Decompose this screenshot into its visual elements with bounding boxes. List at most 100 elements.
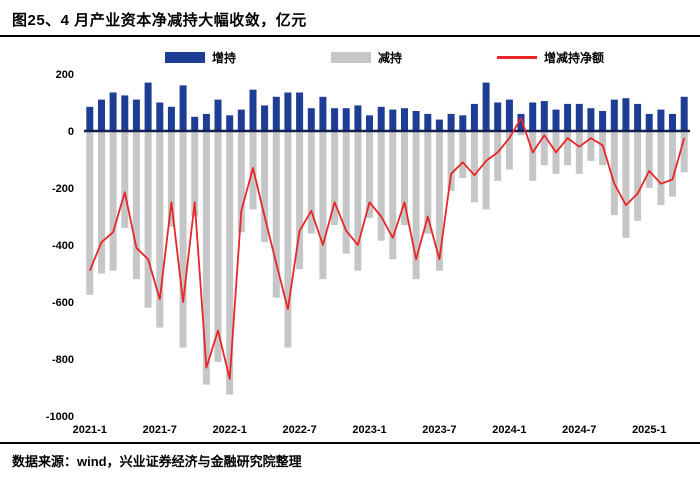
decrease-bar <box>354 131 362 271</box>
y-tick-label: -1000 <box>46 411 74 423</box>
increase-bar <box>680 96 688 131</box>
decrease-bar <box>459 131 467 178</box>
increase-bar <box>564 103 572 131</box>
decrease-bar <box>179 131 187 348</box>
legend-label-increase: 增持 <box>212 51 237 65</box>
decrease-bar <box>575 131 583 174</box>
decrease-bar <box>86 131 94 295</box>
increase-bars <box>86 82 688 132</box>
decrease-bar <box>657 131 665 206</box>
decrease-bar <box>377 131 385 241</box>
increase-bar <box>144 82 152 132</box>
decrease-bar <box>191 131 199 217</box>
x-tick-label: 2025-1 <box>632 424 666 436</box>
increase-bar <box>575 103 583 131</box>
increase-bar <box>366 115 373 131</box>
increase-bar <box>191 116 199 132</box>
increase-bar <box>412 111 420 131</box>
increase-bar <box>319 96 327 131</box>
decrease-bar <box>144 131 152 308</box>
legend-item-net: 增减持净额 <box>497 49 604 66</box>
increase-bar <box>529 102 537 131</box>
y-tick-label: -600 <box>52 297 74 309</box>
decrease-bar <box>587 131 595 161</box>
increase-bar <box>249 89 257 131</box>
increase-bar <box>214 99 222 131</box>
decrease-bar <box>447 131 455 191</box>
increase-bar <box>226 115 234 131</box>
decrease-bar <box>261 131 269 243</box>
decrease-bar <box>505 131 513 170</box>
increase-bar <box>552 109 560 131</box>
legend-label-decrease: 减持 <box>378 51 403 65</box>
decrease-bar <box>167 131 175 227</box>
decrease-bar <box>319 131 327 280</box>
increase-bar <box>517 113 525 131</box>
decrease-bar <box>389 131 397 260</box>
net-line <box>88 117 686 380</box>
y-tick-label: -400 <box>52 240 74 252</box>
increase-bar <box>86 106 94 131</box>
legend-swatch-net-line <box>497 56 538 59</box>
legend-label-net: 增减持净额 <box>544 51 605 65</box>
decrease-bar <box>272 131 280 298</box>
increase-bar <box>634 103 642 131</box>
decrease-bar <box>307 131 315 234</box>
legend-item-decrease: 减持 <box>331 49 402 66</box>
increase-bar <box>401 108 408 131</box>
decrease-bar <box>202 131 210 385</box>
increase-bar <box>459 115 467 131</box>
decrease-bar <box>634 131 642 221</box>
increase-bar <box>237 109 245 131</box>
x-tick-label: 2021-1 <box>73 424 107 436</box>
increase-bar <box>342 108 350 131</box>
decrease-bar <box>214 131 222 362</box>
increase-bar <box>98 99 105 131</box>
increase-bar <box>599 111 607 131</box>
data-source: 数据来源：wind，兴业证券经济与金融研究院整理 <box>12 454 302 469</box>
decrease-bar <box>494 131 502 181</box>
increase-bar <box>272 96 280 131</box>
increase-bar <box>435 119 443 131</box>
decrease-bar <box>226 131 234 395</box>
y-tick-label: -800 <box>52 354 74 366</box>
x-tick-label: 2024-1 <box>492 424 526 436</box>
decrease-bar <box>645 131 653 188</box>
x-tick-label: 2021-7 <box>143 424 177 436</box>
x-tick-label: 2022-7 <box>282 424 316 436</box>
increase-bar <box>505 99 513 131</box>
decrease-bar <box>412 131 420 280</box>
decrease-bar <box>564 131 572 166</box>
decrease-bar <box>237 131 245 233</box>
report-figure: 图25、4 月产业资本净减持大幅收敛，亿元 增持 减持 增减持净额 200 0 -2… <box>0 12 700 469</box>
decrease-bar <box>109 131 117 271</box>
decrease-bar <box>296 131 304 270</box>
increase-bar <box>447 113 455 131</box>
increase-bar <box>645 113 653 131</box>
increase-bar <box>167 106 175 131</box>
decrease-bar <box>540 131 548 166</box>
x-tick-label: 2024-7 <box>562 424 596 436</box>
increase-bar <box>657 109 665 131</box>
y-tick-label: 200 <box>56 69 74 81</box>
decrease-bar <box>132 131 140 280</box>
legend-swatch-increase <box>165 52 205 63</box>
legend-swatch-decrease <box>331 52 372 63</box>
increase-bar <box>109 92 117 131</box>
increase-bar <box>202 113 210 131</box>
decrease-bar <box>424 131 432 234</box>
increase-bar <box>622 98 630 131</box>
decrease-bar <box>366 131 373 218</box>
decrease-bar <box>482 131 490 210</box>
decrease-bar <box>121 131 129 228</box>
decrease-bar <box>517 131 525 136</box>
increase-bar <box>354 105 362 131</box>
legend-item-increase: 增持 <box>165 49 236 66</box>
footer-divider <box>0 442 700 444</box>
increase-bar <box>156 102 164 131</box>
y-tick-label: 0 <box>68 126 74 138</box>
decrease-bar <box>680 131 688 173</box>
y-tick-label: -200 <box>52 183 74 195</box>
increase-bar <box>669 113 676 131</box>
